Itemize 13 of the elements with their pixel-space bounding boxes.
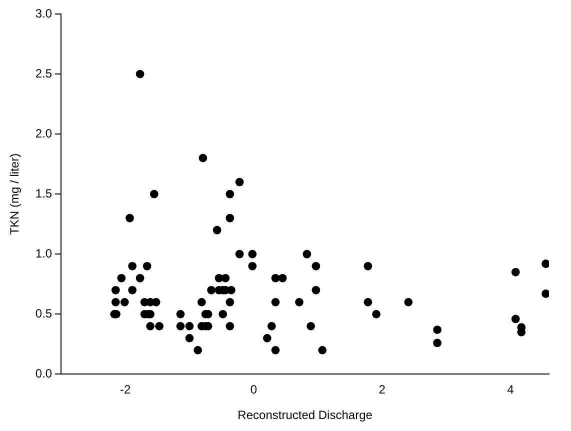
y-tick-label: 3.0 [35,6,52,20]
x-tick-label: -2 [120,382,131,397]
x-axis-title: Reconstructed Discharge [238,408,373,422]
y-tick-label: 2.5 [35,66,52,80]
x-tick-label: 0 [250,382,258,397]
y-tick-label: 1.5 [35,186,52,200]
y-tick-label: 0.5 [35,306,52,320]
x-tick-label: 4 [507,382,514,397]
y-tick-label: 1.0 [35,246,52,260]
y-tick-label: 2.0 [35,126,52,140]
x-tick-label: 2 [378,382,386,397]
y-tick-label: 0.0 [35,366,52,381]
y-axis-title: TKN (mg / liter) [8,153,22,235]
